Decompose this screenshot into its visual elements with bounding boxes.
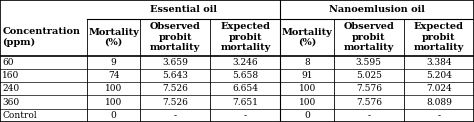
- Text: 6.654: 6.654: [232, 84, 258, 93]
- Text: 3.384: 3.384: [426, 58, 452, 67]
- Text: 7.526: 7.526: [163, 98, 188, 107]
- Text: -: -: [438, 111, 440, 120]
- Text: 5.658: 5.658: [232, 71, 258, 80]
- Text: 100: 100: [105, 84, 122, 93]
- Text: 3.246: 3.246: [233, 58, 258, 67]
- Text: 74: 74: [108, 71, 119, 80]
- Text: 7.576: 7.576: [356, 84, 382, 93]
- Text: Essential oil: Essential oil: [150, 5, 217, 14]
- Text: 0: 0: [304, 111, 310, 120]
- Text: 0: 0: [111, 111, 117, 120]
- Text: 5.643: 5.643: [163, 71, 188, 80]
- Text: -: -: [174, 111, 177, 120]
- Text: 8: 8: [304, 58, 310, 67]
- Text: 100: 100: [105, 98, 122, 107]
- Text: 5.025: 5.025: [356, 71, 382, 80]
- Text: 7.526: 7.526: [163, 84, 188, 93]
- Text: Concentration
(ppm): Concentration (ppm): [2, 27, 81, 47]
- Text: 240: 240: [2, 84, 19, 93]
- Text: Mortality
(%): Mortality (%): [88, 27, 139, 47]
- Text: 3.659: 3.659: [163, 58, 188, 67]
- Text: 60: 60: [2, 58, 14, 67]
- Text: 8.089: 8.089: [426, 98, 452, 107]
- Text: 7.024: 7.024: [426, 84, 452, 93]
- Text: Observed
probit
mortality: Observed probit mortality: [150, 22, 201, 52]
- Text: 160: 160: [2, 71, 19, 80]
- Text: 100: 100: [299, 98, 316, 107]
- Text: 360: 360: [2, 98, 19, 107]
- Text: -: -: [367, 111, 370, 120]
- Text: 100: 100: [299, 84, 316, 93]
- Text: Expected
probit
mortality: Expected probit mortality: [414, 22, 464, 52]
- Text: 7.576: 7.576: [356, 98, 382, 107]
- Text: 91: 91: [301, 71, 313, 80]
- Text: 5.204: 5.204: [426, 71, 452, 80]
- Text: 9: 9: [111, 58, 117, 67]
- Text: Mortality
(%): Mortality (%): [282, 27, 332, 47]
- Text: Control: Control: [2, 111, 37, 120]
- Text: Expected
probit
mortality: Expected probit mortality: [220, 22, 271, 52]
- Text: Observed
probit
mortality: Observed probit mortality: [343, 22, 394, 52]
- Text: 7.651: 7.651: [232, 98, 258, 107]
- Text: 3.595: 3.595: [356, 58, 382, 67]
- Text: -: -: [244, 111, 247, 120]
- Text: Nanoemlusion oil: Nanoemlusion oil: [329, 5, 425, 14]
